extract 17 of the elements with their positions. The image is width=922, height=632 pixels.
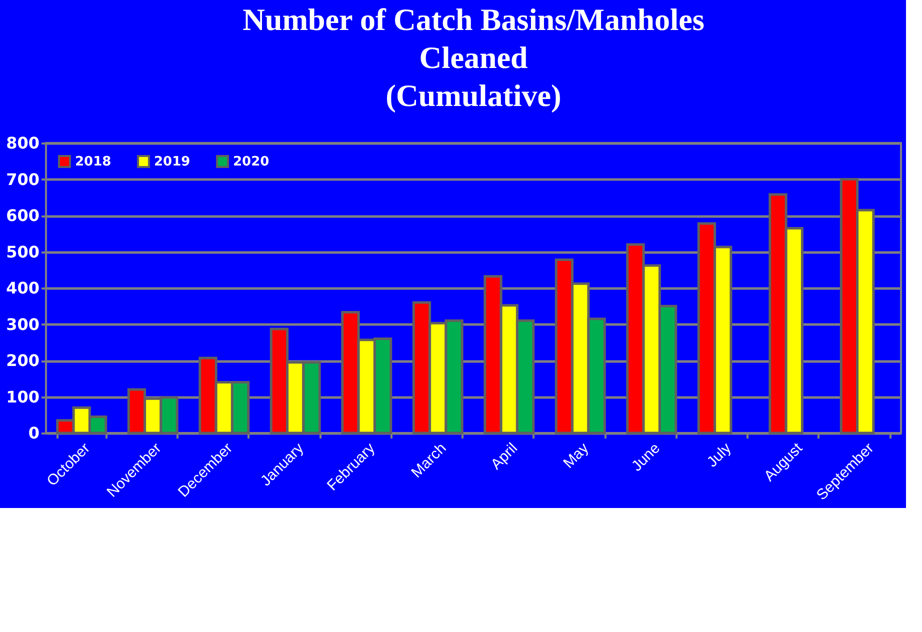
y-tick-label: 400 <box>6 278 40 298</box>
y-tick-label: 100 <box>6 387 40 406</box>
text: Number of Catch Basins/Manholes <box>242 2 704 37</box>
text: (Cumulative) <box>386 78 562 113</box>
y-tick-label: 300 <box>6 314 40 334</box>
y-tick-label: 500 <box>6 242 40 262</box>
y-tick-label: 800 <box>6 134 40 152</box>
x-tick-label: May <box>560 439 593 472</box>
text: Cleaned <box>419 40 528 75</box>
y-tick-label: 200 <box>6 351 40 370</box>
y-tick-label: 0 <box>28 424 40 442</box>
y-tick-label: 600 <box>6 206 40 225</box>
y-tick-label: 700 <box>6 170 40 189</box>
legend-label: 2019 <box>154 154 190 170</box>
legend-label: 2018 <box>75 154 112 170</box>
x-tick-label: July <box>704 439 736 471</box>
legend-label: 2020 <box>233 154 270 170</box>
